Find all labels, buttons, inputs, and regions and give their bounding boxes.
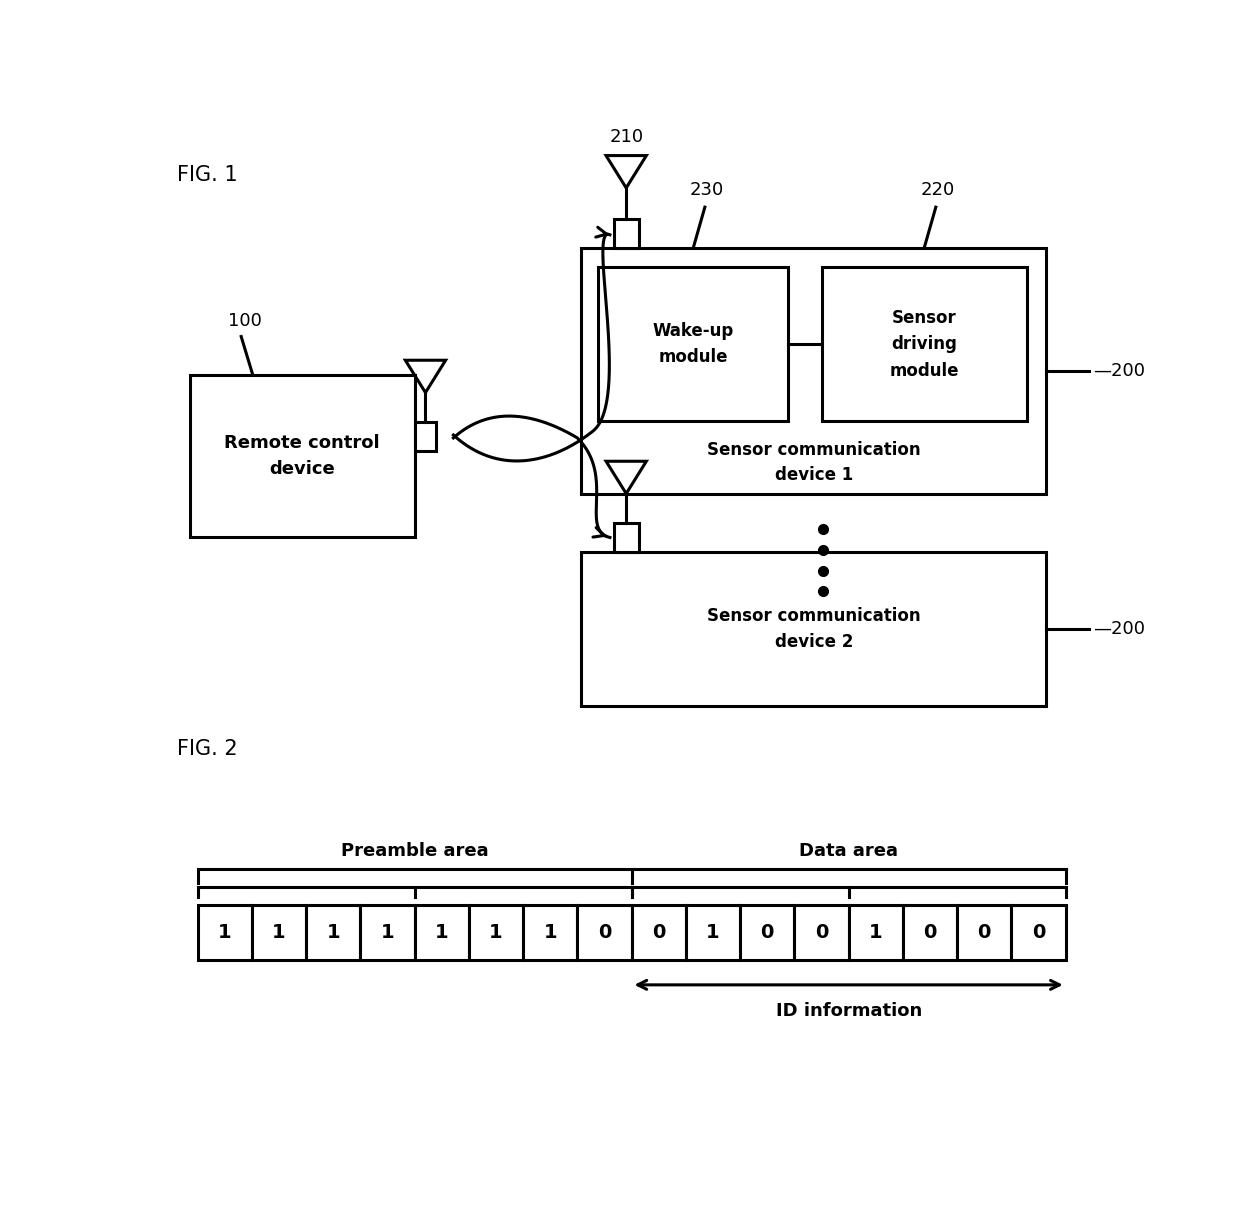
Text: Sensor communication
device 1: Sensor communication device 1: [707, 440, 920, 484]
Bar: [306, 905, 361, 961]
Text: Wake-up
module: Wake-up module: [652, 321, 734, 366]
Text: 0: 0: [598, 923, 611, 943]
Bar: [848, 905, 903, 961]
Text: 230: 230: [691, 182, 724, 199]
Text: 1: 1: [869, 923, 883, 943]
Text: 210: 210: [609, 129, 644, 147]
Text: Remote control
device: Remote control device: [224, 434, 381, 478]
Text: 1: 1: [707, 923, 719, 943]
Bar: [821, 267, 1027, 421]
Text: FIG. 2: FIG. 2: [176, 739, 237, 759]
Bar: [957, 905, 1012, 961]
Bar: [903, 905, 957, 961]
Text: 0: 0: [760, 923, 774, 943]
Text: Sensor communication
device 2: Sensor communication device 2: [707, 606, 920, 651]
Bar: [582, 552, 1047, 706]
Bar: [1012, 905, 1065, 961]
Text: Preamble area: Preamble area: [341, 842, 489, 860]
Bar: [197, 905, 252, 961]
Bar: [686, 905, 740, 961]
Text: 0: 0: [924, 923, 936, 943]
Text: 0: 0: [815, 923, 828, 943]
Bar: [523, 905, 578, 961]
Bar: [361, 905, 414, 961]
Text: Sensor
driving
module: Sensor driving module: [889, 309, 959, 380]
Bar: [469, 905, 523, 961]
Text: 0: 0: [977, 923, 991, 943]
Bar: [414, 905, 469, 961]
Bar: [598, 267, 789, 421]
Bar: [740, 905, 795, 961]
Text: 1: 1: [218, 923, 232, 943]
Text: 1: 1: [381, 923, 394, 943]
Bar: [614, 218, 639, 247]
Bar: [795, 905, 848, 961]
Text: 100: 100: [228, 313, 262, 330]
Text: Data area: Data area: [799, 842, 898, 860]
Text: 1: 1: [490, 923, 502, 943]
Text: 0: 0: [652, 923, 666, 943]
Bar: [252, 905, 306, 961]
Text: 220: 220: [921, 182, 955, 199]
Bar: [631, 905, 686, 961]
Bar: [582, 247, 1047, 495]
Bar: [190, 375, 414, 536]
Bar: [578, 905, 631, 961]
Text: —200: —200: [1092, 363, 1145, 380]
Text: 1: 1: [273, 923, 285, 943]
Text: 1: 1: [435, 923, 449, 943]
Text: 1: 1: [543, 923, 557, 943]
Bar: [414, 422, 436, 451]
Text: 0: 0: [1032, 923, 1045, 943]
Text: —200: —200: [1092, 620, 1145, 638]
Text: FIG. 1: FIG. 1: [176, 165, 237, 184]
Text: 1: 1: [326, 923, 340, 943]
Text: ID information: ID information: [775, 1002, 921, 1020]
Bar: [614, 523, 639, 552]
